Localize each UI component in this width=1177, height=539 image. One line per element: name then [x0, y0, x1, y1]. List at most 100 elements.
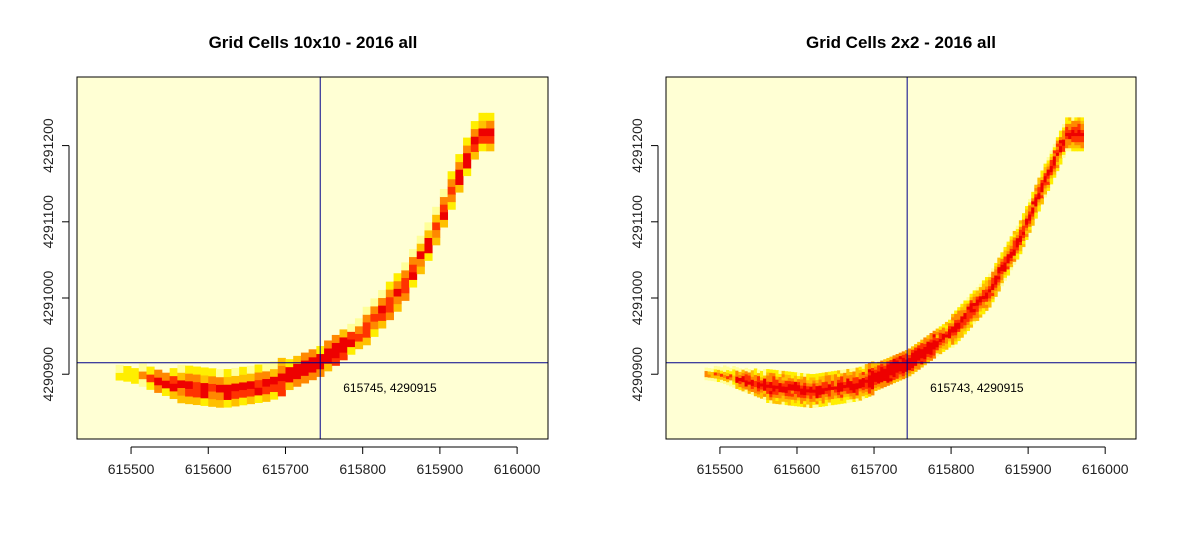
heat-cell	[923, 355, 927, 360]
heat-cell	[1015, 234, 1020, 239]
heat-cell	[892, 370, 896, 374]
heat-cell	[849, 392, 853, 397]
heat-cell	[803, 373, 807, 377]
heat-cell	[858, 388, 863, 392]
y-tick-label: 4291200	[40, 118, 56, 173]
heat-cell	[778, 397, 782, 402]
heat-cell	[1062, 145, 1066, 149]
heat-cell	[852, 386, 856, 390]
heat-cell	[929, 345, 933, 349]
heat-cell	[812, 386, 816, 390]
heat-cell	[1077, 120, 1081, 124]
heat-cell	[824, 393, 829, 397]
heat-cell	[889, 371, 893, 376]
heat-cell	[793, 399, 798, 404]
heat-cell	[864, 364, 869, 368]
heat-cell	[874, 381, 878, 385]
heat-cell	[966, 321, 970, 325]
heat-cell	[756, 372, 761, 377]
heat-cell	[300, 352, 310, 361]
heat-cell	[837, 394, 841, 399]
heat-cell	[719, 373, 724, 377]
heat-cell	[747, 381, 752, 385]
heat-cell	[738, 386, 742, 391]
heat-cell	[231, 375, 240, 384]
heat-cell	[1058, 148, 1063, 153]
heat-cell	[994, 290, 998, 294]
heat-cell	[830, 392, 835, 397]
heat-cell	[790, 402, 795, 406]
heat-cell	[932, 352, 937, 356]
heat-cell	[781, 386, 786, 390]
heat-cell	[1012, 258, 1017, 262]
heat-cell	[1062, 133, 1066, 137]
heat-cell	[1040, 182, 1044, 187]
heat-cell	[796, 400, 801, 404]
heat-cell	[886, 373, 890, 377]
heat-cell	[1046, 160, 1051, 164]
heat-cell	[1012, 252, 1017, 256]
heat-cell	[1062, 130, 1066, 134]
heat-cell	[994, 281, 998, 285]
heat-cell	[1074, 120, 1078, 124]
heat-cell	[1000, 276, 1004, 281]
heat-cell	[800, 394, 804, 398]
heat-cell	[756, 384, 761, 389]
heat-cell	[846, 396, 850, 400]
heat-cell	[972, 302, 977, 307]
heat-cell	[1052, 174, 1057, 178]
heat-cell	[713, 372, 718, 376]
heat-cell	[713, 378, 718, 382]
heat-cell	[975, 305, 980, 309]
heat-cell	[223, 391, 232, 400]
heat-cell	[883, 365, 887, 369]
heat-cell	[424, 237, 433, 246]
heat-cell	[1049, 180, 1054, 185]
heat-cell	[938, 338, 943, 342]
heat-cell	[447, 178, 456, 187]
heat-cell	[1040, 194, 1044, 199]
heat-cell	[729, 376, 733, 381]
heat-cell	[463, 145, 472, 154]
heat-cell	[883, 362, 887, 366]
heat-cell	[1037, 183, 1041, 188]
heat-cell	[877, 377, 881, 381]
heat-cell	[775, 370, 779, 374]
heat-cell	[901, 369, 906, 374]
heat-cell	[981, 307, 986, 312]
heat-cell	[830, 395, 835, 400]
heat-cell	[760, 392, 764, 396]
heat-cell	[1055, 152, 1060, 156]
heat-cell	[790, 374, 795, 379]
heat-cell	[393, 303, 402, 312]
heat-cell	[886, 364, 890, 368]
heat-cell	[1025, 212, 1029, 216]
heat-cell	[855, 367, 860, 372]
heat-cell	[1006, 253, 1011, 258]
heat-cell	[948, 328, 952, 333]
heat-cell	[732, 372, 736, 376]
heat-cell	[991, 283, 995, 287]
heat-cell	[262, 378, 271, 387]
heat-cell	[455, 169, 464, 178]
heat-cell	[997, 282, 1001, 286]
heat-cell	[1021, 216, 1026, 220]
heat-cell	[796, 397, 801, 401]
heat-cell	[1074, 117, 1078, 121]
heat-cell	[1058, 154, 1063, 159]
heat-cell	[1077, 129, 1081, 134]
heat-cell	[889, 362, 893, 367]
heat-cell	[870, 370, 875, 375]
heat-cell	[818, 394, 823, 398]
x-tick-label: 616000	[494, 461, 541, 477]
heat-cell	[347, 346, 356, 355]
heat-cell	[378, 320, 387, 329]
heat-cell	[938, 347, 943, 352]
heat-cell	[800, 379, 804, 383]
heat-cell	[1049, 153, 1054, 157]
heat-cell	[1080, 147, 1084, 152]
heat-cell	[889, 381, 893, 385]
heat-cell	[455, 154, 464, 163]
heat-cell	[424, 229, 433, 239]
